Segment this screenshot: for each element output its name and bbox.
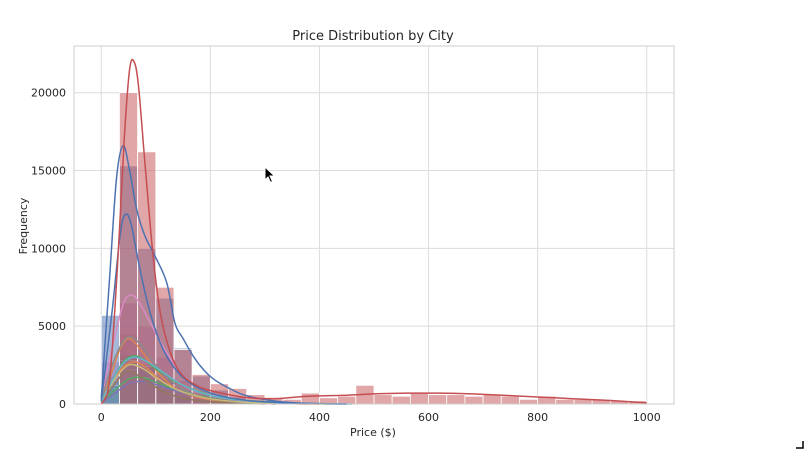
histogram-bar	[464, 395, 484, 405]
x-tick-label: 1000	[633, 411, 661, 424]
histogram-bar	[300, 392, 320, 405]
y-axis-label: Frequency	[17, 197, 30, 254]
histogram-bar	[500, 395, 520, 405]
histogram-bar	[482, 394, 502, 405]
mouse-pointer-icon	[264, 166, 276, 184]
kde-curve	[100, 58, 647, 405]
x-tick-label: 0	[98, 411, 105, 424]
y-tick-label: 15000	[31, 165, 66, 178]
histogram-bar	[555, 398, 575, 405]
kde-curve	[100, 363, 331, 405]
x-tick-label: 800	[527, 411, 548, 424]
x-tick-label: 200	[200, 411, 221, 424]
resize-grip-icon[interactable]	[796, 441, 804, 449]
histogram-bar	[446, 394, 466, 405]
y-tick-label: 20000	[31, 87, 66, 100]
kde-curves	[100, 58, 647, 405]
y-tick-label: 10000	[31, 242, 66, 255]
histogram-bar	[391, 395, 411, 405]
x-tick-label: 600	[418, 411, 439, 424]
kde-curve	[100, 370, 265, 405]
histogram-bar	[428, 394, 448, 405]
histogram-bar	[373, 394, 393, 405]
chart-title: Price Distribution by City	[292, 29, 454, 44]
x-tick-label: 400	[309, 411, 330, 424]
y-tick-label: 0	[59, 398, 66, 411]
histogram-bar	[519, 398, 539, 405]
y-tick-label: 5000	[38, 320, 66, 333]
plot-frame	[73, 45, 675, 405]
histogram-bar	[409, 392, 429, 405]
x-axis-label: Price ($)	[350, 426, 396, 439]
histogram-bar	[337, 395, 357, 405]
